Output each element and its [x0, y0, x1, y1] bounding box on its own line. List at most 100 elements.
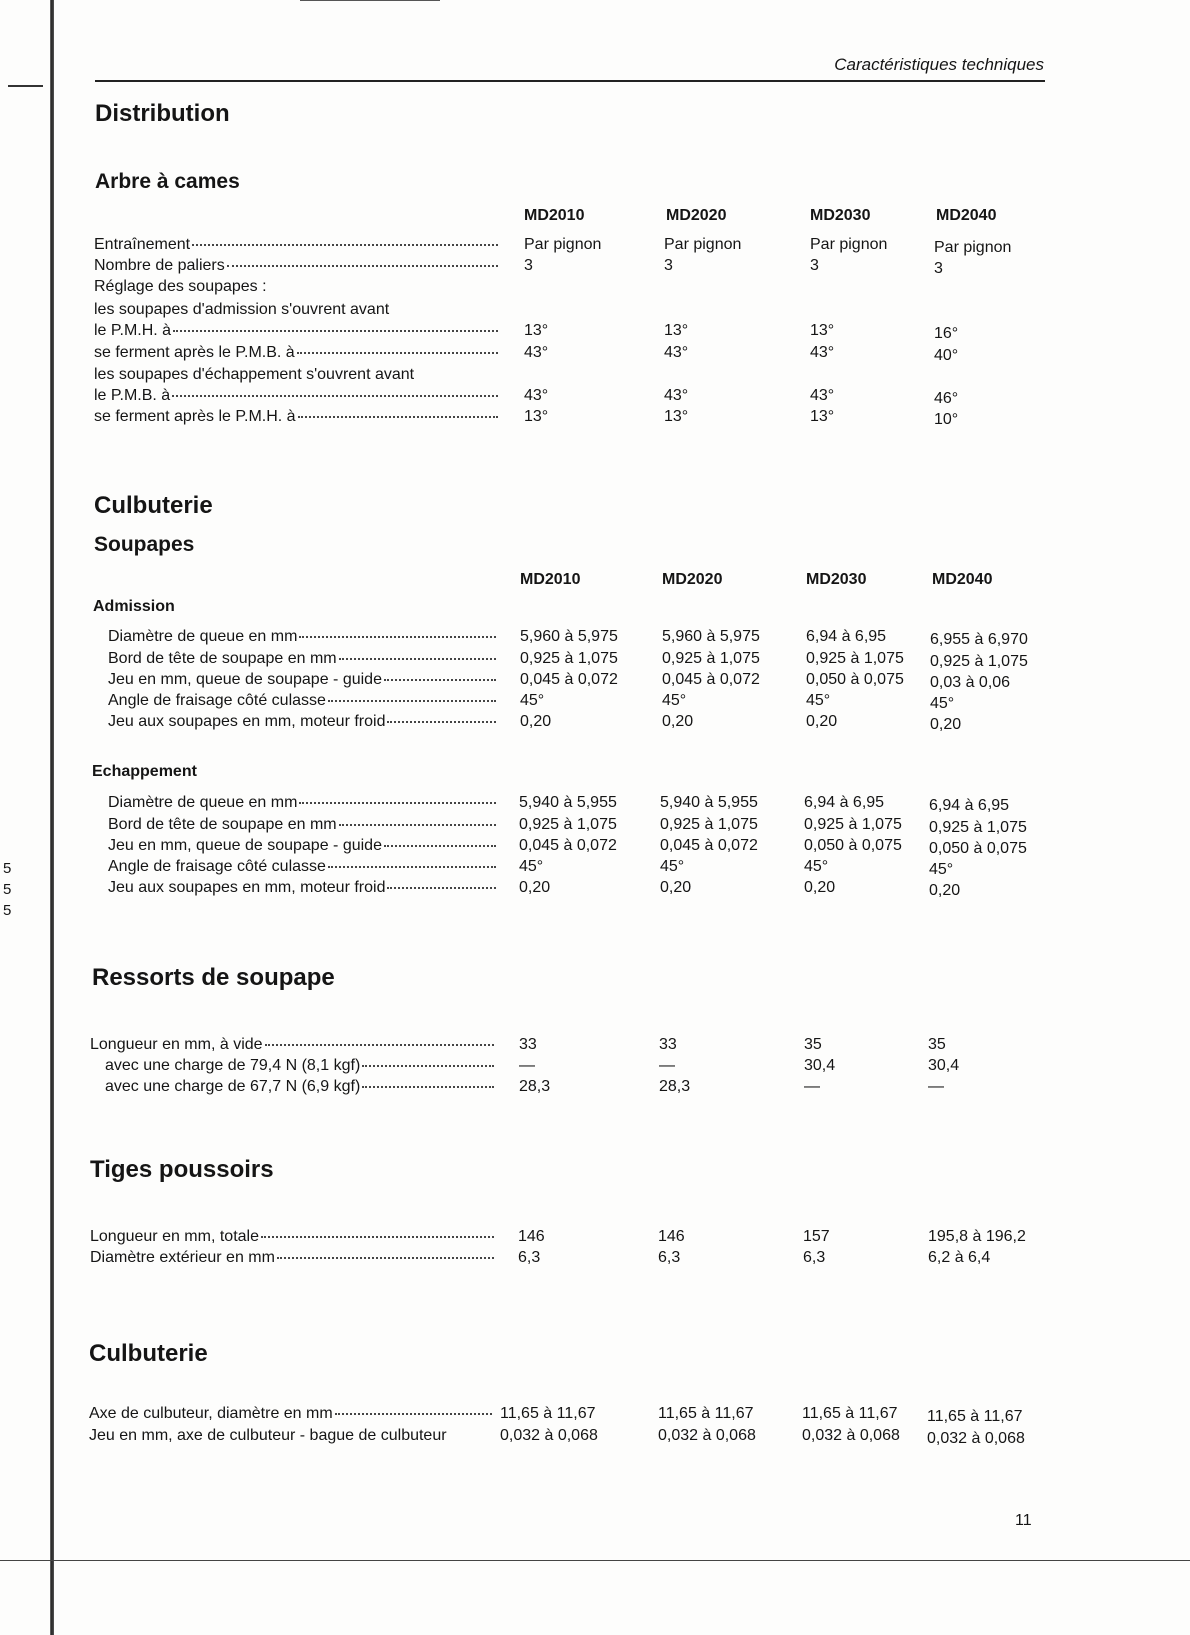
- spec-value: 6,94 à 6,95: [806, 628, 887, 645]
- dot-leader: [192, 244, 498, 246]
- model-column-header: MD2010: [524, 207, 585, 224]
- spec-label-text: Réglage des soupapes :: [94, 278, 267, 295]
- spec-value: 0,925 à 1,075: [519, 816, 617, 833]
- spec-value: Par pignon: [664, 236, 742, 253]
- section-title-culbuterie-2: Culbuterie: [89, 1340, 208, 1367]
- dot-leader: [387, 887, 496, 889]
- spec-value: 35: [804, 1036, 822, 1053]
- spec-label-text: Jeu en mm, axe de culbuteur - bague de c…: [89, 1427, 447, 1444]
- spec-value: 5,960 à 5,975: [662, 628, 760, 645]
- spec-value: 13°: [810, 322, 835, 339]
- spec-value: 33: [519, 1036, 537, 1053]
- spec-value: 6,94 à 6,95: [929, 797, 1010, 814]
- spec-value: 195,8 à 196,2: [928, 1228, 1026, 1245]
- spec-value: 11,65 à 11,67: [927, 1408, 1023, 1425]
- spec-value: 43°: [664, 344, 689, 361]
- spec-value: 0,925 à 1,075: [806, 650, 904, 667]
- spec-value: 0,050 à 0,075: [929, 840, 1027, 857]
- dot-leader: [264, 1044, 494, 1046]
- spec-value: 40°: [934, 347, 959, 364]
- spec-value: 146: [518, 1228, 545, 1245]
- spec-value: 6,3: [658, 1249, 681, 1266]
- spec-value: 13°: [524, 408, 549, 425]
- spec-value: 0,925 à 1,075: [662, 650, 760, 667]
- spec-label: Angle de fraisage côté culasse: [108, 692, 496, 710]
- running-head: Caractéristiques techniques: [834, 55, 1044, 74]
- spec-value: 0,032 à 0,068: [658, 1427, 756, 1444]
- page-bottom-rule: [0, 1560, 1190, 1561]
- spec-value: 45°: [804, 858, 829, 875]
- spec-label: Longueur en mm, à vide: [90, 1036, 494, 1054]
- spec-label-text: Entraînement: [94, 236, 191, 253]
- dot-leader: [226, 265, 498, 267]
- group-title-admission: Admission: [93, 598, 175, 615]
- spec-value: 0,925 à 1,075: [929, 819, 1027, 836]
- spec-value: 0,032 à 0,068: [500, 1427, 598, 1444]
- spec-label: le P.M.B. à: [94, 387, 498, 405]
- spec-label: Jeu en mm, axe de culbuteur - bague de c…: [89, 1427, 492, 1445]
- spec-value: 43°: [810, 344, 835, 361]
- spec-value: 6,955 à 6,970: [930, 631, 1028, 648]
- page-number: 11: [1015, 1512, 1032, 1529]
- dot-leader: [334, 1413, 492, 1415]
- model-column-header: MD2030: [810, 207, 871, 224]
- spec-label-text: le P.M.B. à: [94, 387, 171, 404]
- spec-value: 6,2 à 6,4: [928, 1249, 991, 1266]
- spec-value: Par pignon: [934, 239, 1012, 256]
- section-title-tiges-poussoirs: Tiges poussoirs: [90, 1156, 274, 1183]
- spec-value: 43°: [810, 387, 835, 404]
- spec-value: Par pignon: [524, 236, 602, 253]
- spec-label: le P.M.H. à: [94, 322, 498, 340]
- spec-label-text: Longueur en mm, totale: [90, 1228, 259, 1245]
- spec-label-text: se ferment après le P.M.H. à: [94, 408, 296, 425]
- spec-label-text: se ferment après le P.M.B. à: [94, 344, 295, 361]
- spec-label: Longueur en mm, totale: [90, 1228, 494, 1246]
- model-column-header: MD2040: [936, 207, 997, 224]
- header-rule: [95, 80, 1045, 82]
- spec-label: Jeu aux soupapes en mm, moteur froid: [108, 879, 496, 897]
- spec-value: 46°: [934, 390, 959, 407]
- dot-leader: [327, 700, 496, 702]
- spec-value: 5,960 à 5,975: [520, 628, 618, 645]
- dot-leader: [327, 866, 496, 868]
- dot-leader: [338, 658, 496, 660]
- model-column-header: MD2010: [520, 571, 581, 588]
- spec-label: Diamètre de queue en mm: [108, 794, 496, 812]
- dot-leader: [362, 1065, 494, 1067]
- dot-leader: [362, 1086, 494, 1088]
- spec-label: Jeu en mm, queue de soupape - guide: [108, 837, 496, 855]
- spec-value: 43°: [524, 387, 549, 404]
- dot-leader: [173, 330, 498, 332]
- section-title-ressorts: Ressorts de soupape: [92, 964, 335, 991]
- spec-value: 43°: [524, 344, 549, 361]
- spec-value: 6,3: [518, 1249, 541, 1266]
- spec-value: 0,032 à 0,068: [802, 1427, 900, 1444]
- dot-leader: [261, 1236, 494, 1238]
- spec-label-text: Diamètre extérieur en mm: [90, 1249, 275, 1266]
- dot-leader: [387, 721, 496, 723]
- dot-leader: [338, 824, 496, 826]
- spec-value: 0,045 à 0,072: [660, 837, 758, 854]
- spec-value: 45°: [930, 695, 955, 712]
- dot-leader: [383, 679, 496, 681]
- spec-label-text: Jeu aux soupapes en mm, moteur froid: [108, 879, 386, 896]
- spec-value: 157: [803, 1228, 830, 1245]
- spec-label: les soupapes d'admission s'ouvrent avant: [94, 301, 498, 319]
- spec-value: Par pignon: [810, 236, 888, 253]
- model-column-header: MD2040: [932, 571, 993, 588]
- spec-value: 0,925 à 1,075: [930, 653, 1028, 670]
- spec-label-text: Nombre de paliers: [94, 257, 225, 274]
- spec-value: 13°: [524, 322, 549, 339]
- scan-artifact: [300, 0, 440, 1]
- dot-leader: [172, 395, 498, 397]
- spec-label-text: Jeu aux soupapes en mm, moteur froid: [108, 713, 386, 730]
- spec-value: 35: [928, 1036, 946, 1053]
- spec-value: 45°: [662, 692, 687, 709]
- spec-label-text: Diamètre de queue en mm: [108, 794, 298, 811]
- spec-value: 0,045 à 0,072: [519, 837, 617, 854]
- spec-value: 0,20: [662, 713, 694, 730]
- spec-value: 45°: [520, 692, 545, 709]
- spec-label-text: les soupapes d'échappement s'ouvrent ava…: [94, 366, 415, 383]
- dot-leader: [383, 845, 496, 847]
- margin-number: 5: [3, 902, 12, 919]
